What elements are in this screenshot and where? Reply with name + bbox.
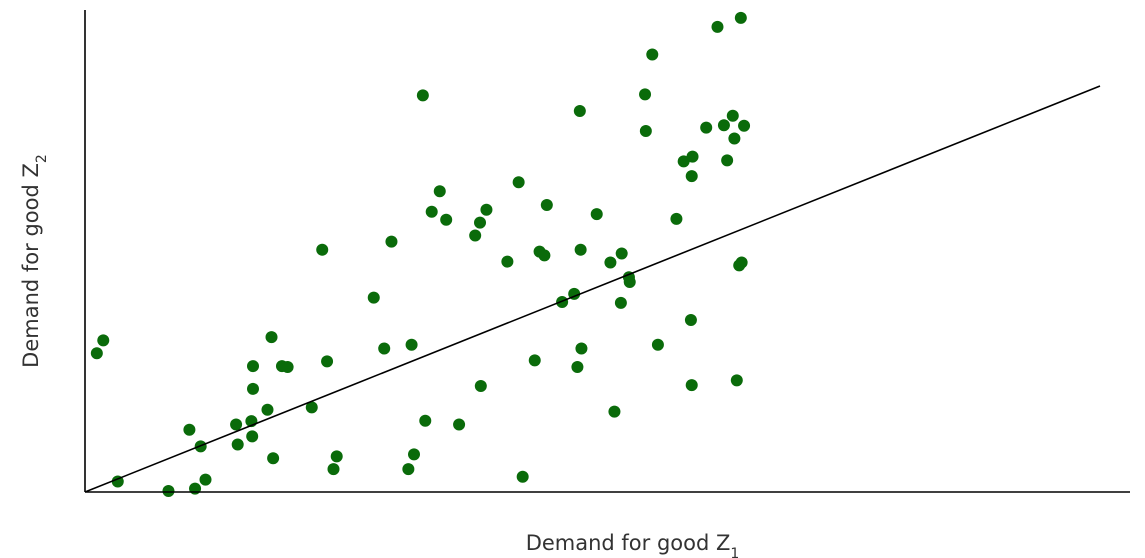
data-point-46 bbox=[538, 249, 551, 262]
data-point-55 bbox=[604, 256, 617, 269]
data-point-4 bbox=[162, 485, 175, 497]
x-axis-label: Demand for good Z1 bbox=[526, 531, 740, 558]
data-point-44 bbox=[528, 354, 541, 367]
data-point-25 bbox=[367, 291, 380, 304]
data-point-24 bbox=[330, 450, 343, 463]
data-point-9 bbox=[230, 418, 243, 431]
data-point-74 bbox=[721, 154, 734, 167]
data-point-80 bbox=[738, 119, 751, 132]
data-point-20 bbox=[305, 401, 318, 414]
data-point-19 bbox=[281, 361, 294, 374]
data-point-63 bbox=[651, 338, 664, 351]
data-point-1 bbox=[90, 347, 103, 360]
data-point-43 bbox=[516, 470, 529, 483]
data-point-62 bbox=[639, 124, 652, 137]
data-point-72 bbox=[711, 20, 724, 33]
data-point-14 bbox=[247, 360, 259, 373]
data-point-64 bbox=[646, 48, 659, 61]
y-axis-label: Demand for good Z2 bbox=[19, 154, 50, 368]
y-axis-label-text: Demand for good Z bbox=[19, 163, 43, 368]
data-point-15 bbox=[261, 403, 274, 416]
data-point-12 bbox=[246, 430, 259, 443]
data-point-22 bbox=[321, 355, 334, 368]
data-point-67 bbox=[685, 170, 698, 183]
data-point-47 bbox=[540, 199, 553, 212]
data-point-41 bbox=[501, 255, 514, 268]
data-point-56 bbox=[608, 405, 621, 418]
data-point-37 bbox=[469, 229, 482, 242]
x-axis-label-text: Demand for good Z bbox=[526, 531, 731, 555]
data-point-69 bbox=[684, 314, 697, 326]
data-point-50 bbox=[571, 361, 584, 374]
y-axis-label-subscript: 2 bbox=[34, 154, 50, 163]
data-point-52 bbox=[574, 243, 587, 256]
data-point-31 bbox=[416, 89, 429, 102]
data-point-32 bbox=[419, 414, 432, 427]
data-point-27 bbox=[385, 235, 398, 248]
data-point-35 bbox=[440, 213, 453, 226]
data-point-79 bbox=[735, 256, 748, 269]
data-point-13 bbox=[247, 382, 259, 395]
data-point-40 bbox=[480, 203, 493, 216]
data-point-53 bbox=[575, 342, 588, 355]
data-point-65 bbox=[670, 212, 683, 225]
data-point-81 bbox=[734, 11, 747, 24]
data-point-58 bbox=[615, 247, 628, 260]
data-point-34 bbox=[433, 185, 446, 198]
x-axis-label-subscript: 1 bbox=[730, 546, 739, 558]
data-point-8 bbox=[199, 473, 212, 486]
data-point-29 bbox=[405, 338, 418, 351]
data-point-75 bbox=[726, 109, 739, 122]
data-point-16 bbox=[265, 331, 278, 344]
data-point-73 bbox=[717, 119, 730, 132]
data-point-2 bbox=[97, 334, 110, 347]
data-point-23 bbox=[327, 463, 340, 476]
data-point-17 bbox=[267, 452, 280, 465]
data-point-36 bbox=[453, 418, 466, 431]
data-points bbox=[90, 11, 751, 497]
data-point-66 bbox=[677, 155, 690, 168]
data-point-28 bbox=[402, 463, 415, 476]
data-point-39 bbox=[474, 380, 487, 393]
data-point-21 bbox=[316, 243, 329, 256]
data-point-78 bbox=[730, 374, 743, 387]
data-point-33 bbox=[425, 205, 438, 218]
data-point-38 bbox=[474, 216, 487, 229]
data-point-10 bbox=[231, 438, 244, 451]
data-point-60 bbox=[623, 276, 636, 288]
data-point-26 bbox=[378, 342, 391, 355]
trend-line bbox=[84, 85, 1101, 493]
data-point-5 bbox=[183, 423, 196, 436]
data-point-71 bbox=[700, 121, 713, 134]
data-point-76 bbox=[728, 132, 741, 145]
data-point-61 bbox=[639, 88, 652, 101]
data-point-51 bbox=[573, 105, 586, 117]
data-point-68 bbox=[686, 150, 699, 163]
data-point-6 bbox=[189, 482, 202, 495]
data-point-30 bbox=[408, 448, 420, 461]
data-point-42 bbox=[512, 176, 525, 189]
data-point-54 bbox=[590, 208, 603, 221]
data-point-70 bbox=[685, 379, 698, 392]
data-point-57 bbox=[614, 296, 627, 309]
